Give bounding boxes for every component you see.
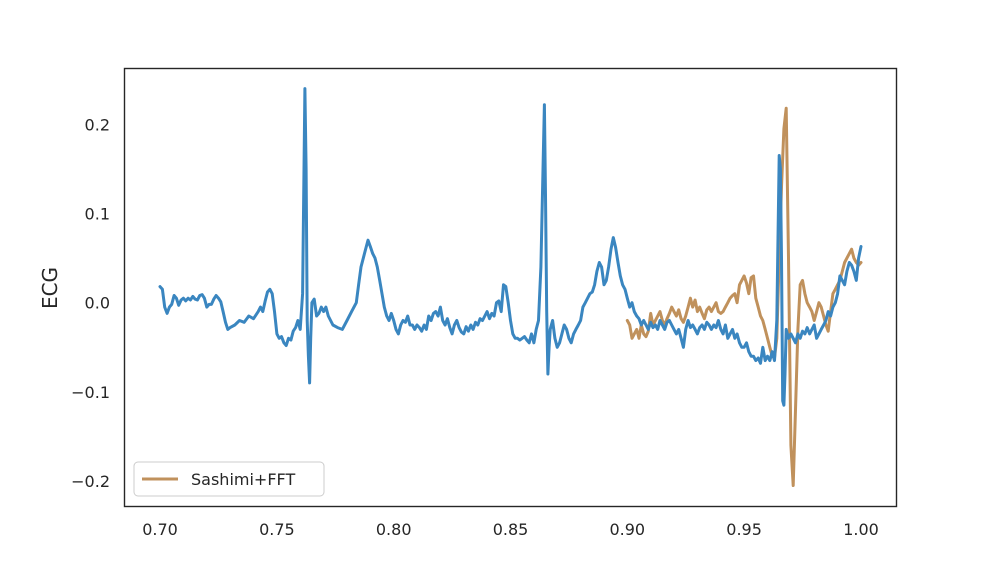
x-tick-label: 0.70 xyxy=(142,520,178,539)
x-tick-label: 0.80 xyxy=(376,520,412,539)
y-tick-label: 0.1 xyxy=(85,205,110,224)
legend-box xyxy=(133,461,325,497)
x-tick-label: 0.95 xyxy=(726,520,762,539)
x-tick-label: 0.90 xyxy=(609,520,645,539)
y-tick-label: 0.0 xyxy=(85,294,110,313)
legend: Sashimi+FFT xyxy=(133,461,325,497)
y-axis-ticks: −0.2 −0.1 0.0 0.1 0.2 xyxy=(71,115,110,491)
y-tick-label: −0.2 xyxy=(71,472,110,491)
series-line-sashimi-fft xyxy=(625,106,863,487)
x-tick-label: 0.85 xyxy=(493,520,529,539)
x-axis-ticks: 0.70 0.75 0.80 0.85 0.90 0.95 1.00 xyxy=(142,520,879,539)
series-line-ecg xyxy=(158,87,863,407)
legend-label-sashimi-fft: Sashimi+FFT xyxy=(191,470,295,489)
x-tick-label: 0.75 xyxy=(259,520,295,539)
y-axis-label: ECG xyxy=(38,267,62,309)
x-tick-label: 1.00 xyxy=(843,520,879,539)
plot-frame xyxy=(123,67,898,508)
y-tick-label: −0.1 xyxy=(71,383,110,402)
y-tick-label: 0.2 xyxy=(85,115,110,134)
plot-lines xyxy=(158,87,863,487)
